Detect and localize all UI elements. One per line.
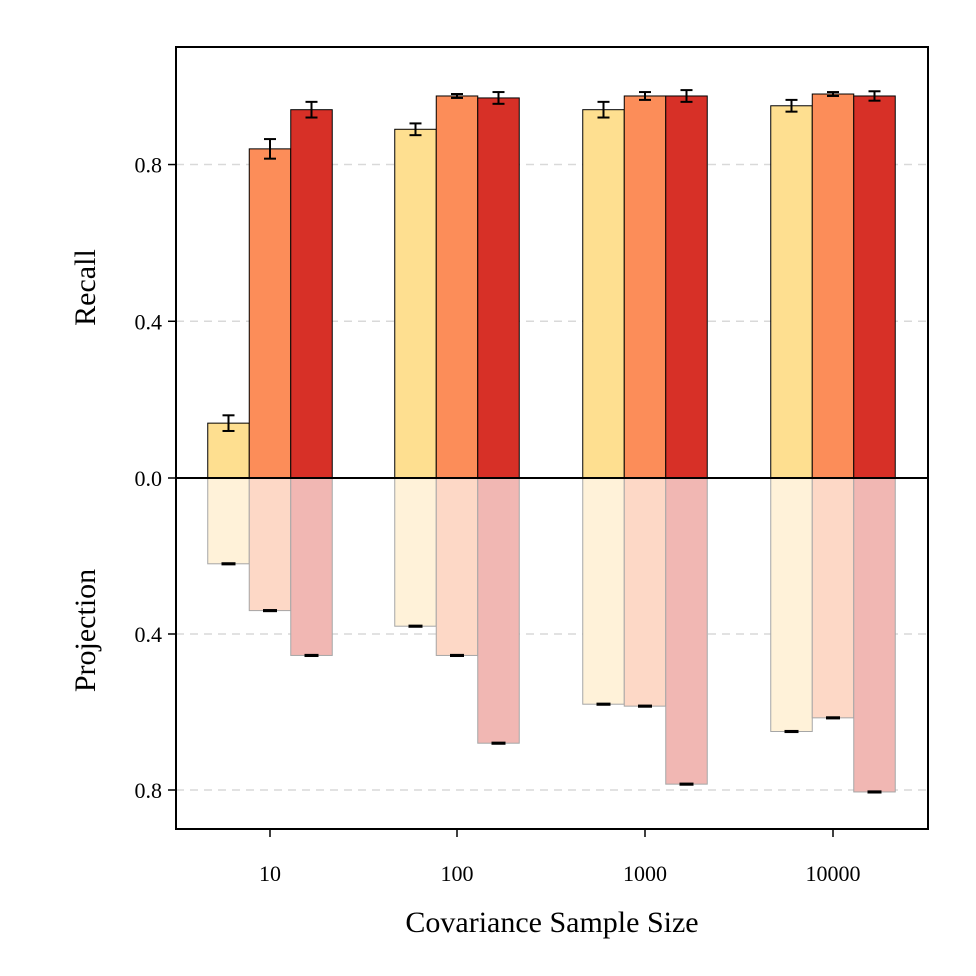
x-axis-label: Covariance Sample Size	[405, 906, 698, 939]
projection-bar-100-series-1	[394, 477, 437, 627]
y-tick-label-recall-0.4: 0.4	[135, 309, 163, 334]
projection-bar-100-series-2	[435, 477, 479, 656]
projection-bar-10000-series-3	[853, 477, 896, 793]
y-tick-label-recall-0.8: 0.8	[135, 153, 163, 178]
recall-bar-100-series-1	[394, 128, 437, 479]
bars-layer	[207, 93, 896, 793]
recall-bar-1000-series-2	[623, 95, 667, 479]
projection-error-10-series-2	[263, 609, 277, 613]
projection-error-100-series-3	[491, 741, 506, 745]
x-tick-label-100: 100	[441, 861, 474, 886]
projection-error-1000-series-2	[638, 704, 652, 708]
projection-bar-10-series-2	[248, 477, 292, 612]
ticks-layer: 0.0 0.4 0.8 0.4 0.8 10 100 1000 10000	[135, 153, 861, 886]
recall-bar-100-series-2	[435, 95, 479, 479]
recall-bar-10-series-3	[290, 109, 333, 479]
projection-bar-10000-series-2	[811, 477, 855, 719]
plot-frame	[175, 46, 929, 830]
projection-error-10000-series-2	[826, 716, 840, 720]
x-tick-label-10: 10	[259, 861, 281, 886]
projection-error-10000-series-3	[867, 790, 882, 794]
recall-bar-10000-series-3	[853, 95, 896, 479]
y-axis-label-recall: Recall	[69, 249, 102, 326]
recall-bar-100-series-3	[477, 97, 520, 479]
y-tick-label-recall-0.0: 0.0	[135, 466, 163, 491]
x-tick-label-10000: 10000	[806, 861, 861, 886]
projection-bar-10000-series-1	[770, 477, 813, 732]
projection-bar-100-series-3	[477, 477, 520, 744]
projection-bar-10-series-1	[207, 477, 250, 565]
projection-bar-10-series-3	[290, 477, 333, 656]
x-tick-label-1000: 1000	[623, 861, 667, 886]
error-bars-layer	[221, 89, 882, 794]
y-tick-label-projection-0.8: 0.8	[135, 778, 163, 803]
recall-bar-10000-series-1	[770, 105, 813, 479]
projection-bar-1000-series-1	[582, 477, 625, 705]
recall-bar-10000-series-2	[811, 93, 855, 479]
recall-bar-10-series-1	[207, 422, 250, 479]
recall-bar-1000-series-1	[582, 109, 625, 479]
y-axis-label-projection: Projection	[69, 569, 102, 692]
projection-error-10-series-1	[221, 562, 236, 566]
recall-bar-10-series-2	[248, 148, 292, 479]
projection-error-10-series-3	[304, 653, 319, 658]
projection-bar-1000-series-3	[665, 477, 708, 785]
recall-bar-1000-series-3	[665, 95, 708, 479]
projection-error-100-series-2	[450, 653, 464, 658]
y-tick-label-projection-0.4: 0.4	[135, 622, 163, 647]
projection-error-1000-series-3	[679, 782, 694, 786]
projection-error-100-series-1	[408, 624, 423, 628]
projection-error-10000-series-1	[784, 729, 799, 734]
projection-error-1000-series-1	[596, 702, 611, 706]
projection-bar-1000-series-2	[623, 477, 667, 707]
